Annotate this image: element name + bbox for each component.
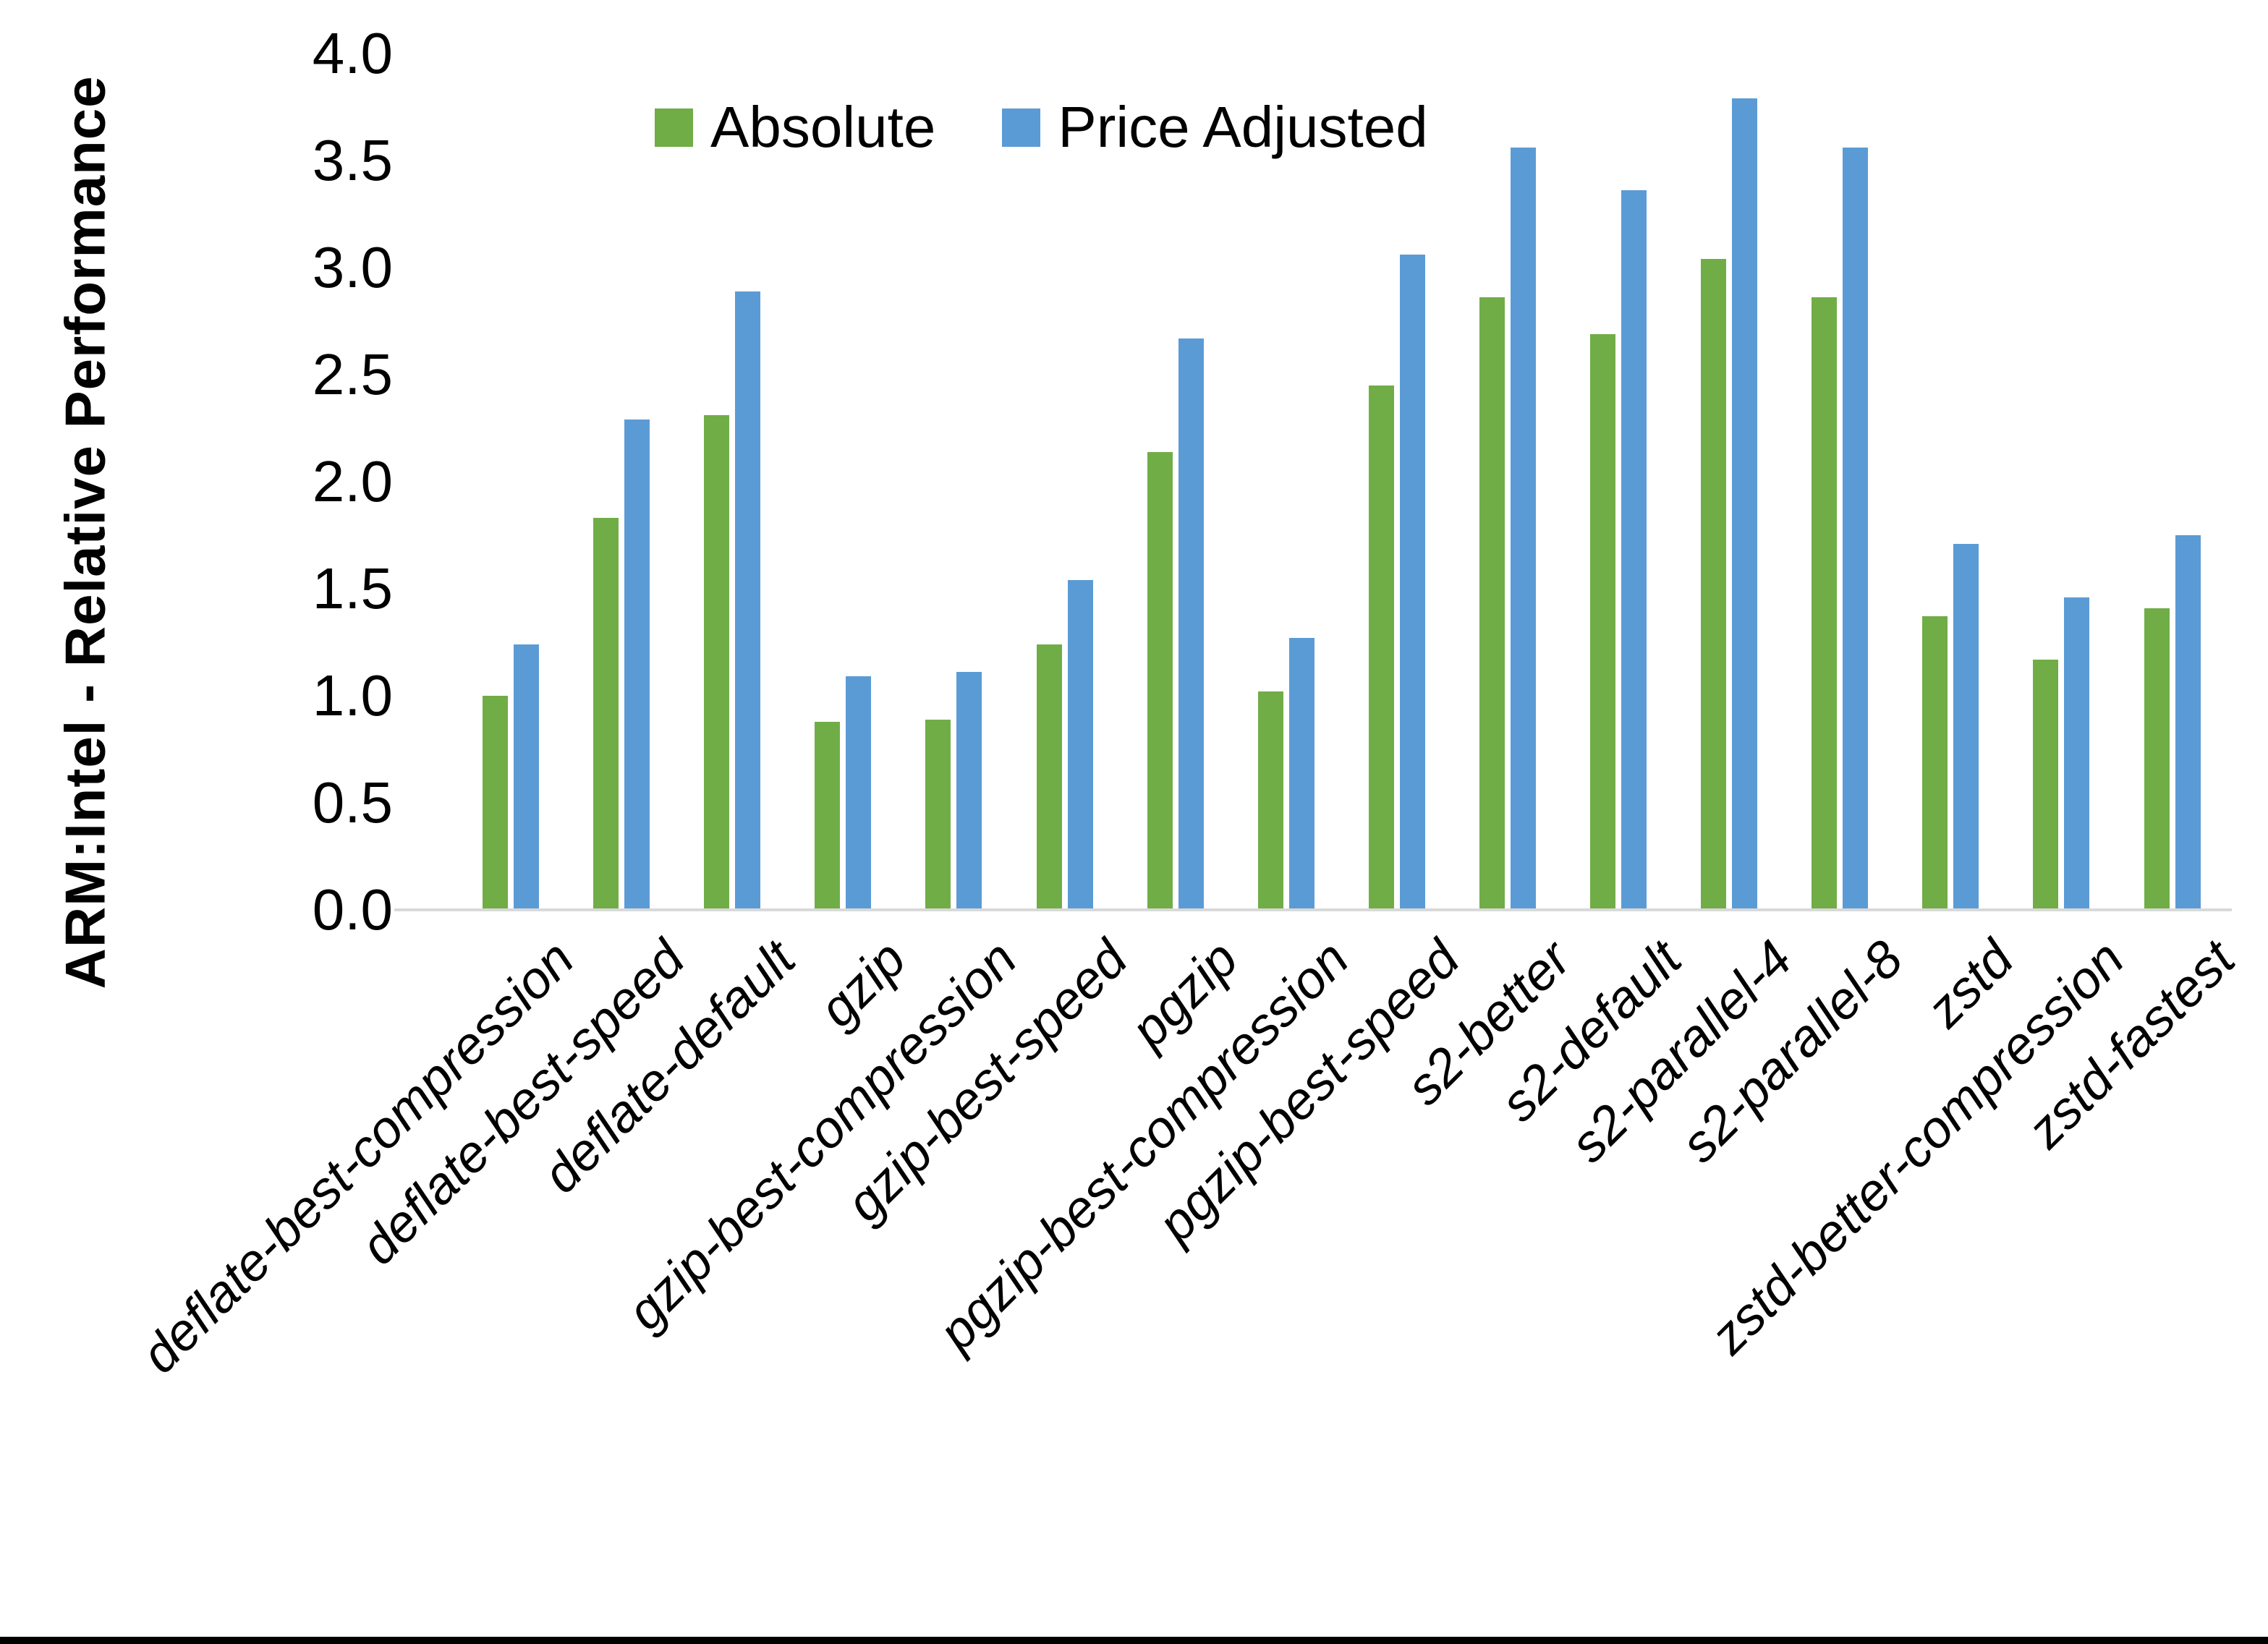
bar-absolute-zstd (1922, 616, 1948, 910)
legend-label: Absolute (710, 95, 936, 159)
bar-price-adjusted-zstd-fastest (2175, 535, 2201, 910)
legend-item-price-adjusted: Price Adjusted (1002, 94, 1428, 161)
bar-price-adjusted-pgzip-best-speed (1400, 255, 1425, 910)
bar-price-adjusted-s2-parallel-8 (1843, 148, 1868, 910)
y-tick-label-3.5: 3.5 (312, 128, 393, 192)
y-axis-title: ARM:Intel - Relative Performance (53, 75, 117, 989)
bar-absolute-gzip-best-compression (925, 720, 951, 910)
legend-label: Price Adjusted (1058, 95, 1428, 159)
bar-price-adjusted-deflate-default (735, 291, 760, 910)
x-axis-line (394, 908, 2232, 911)
legend-swatch-icon (655, 108, 693, 147)
bar-price-adjusted-pgzip-best-compression (1289, 638, 1314, 910)
bar-price-adjusted-zstd (1953, 544, 1979, 910)
bar-absolute-deflate-default (704, 415, 729, 910)
bar-absolute-pgzip (1147, 452, 1173, 910)
bar-absolute-s2-parallel-4 (1701, 259, 1726, 910)
bar-absolute-pgzip-best-compression (1258, 691, 1283, 910)
bar-price-adjusted-deflate-best-speed (624, 419, 650, 910)
bar-absolute-gzip-best-speed (1037, 644, 1062, 910)
bar-price-adjusted-deflate-best-compression (514, 644, 539, 910)
y-tick-label-0.0: 0.0 (312, 877, 393, 942)
bar-price-adjusted-gzip (846, 676, 871, 910)
bar-absolute-s2-parallel-8 (1812, 297, 1837, 910)
y-tick-label-1.5: 1.5 (312, 556, 393, 621)
bar-price-adjusted-pgzip (1178, 338, 1204, 910)
x-tick-label-deflate-best-compression: deflate-best-compression (130, 929, 585, 1384)
y-tick-label-3.0: 3.0 (312, 235, 393, 299)
bar-absolute-zstd-better-compression (2033, 660, 2058, 910)
bar-price-adjusted-s2-default (1621, 190, 1647, 910)
bar-price-adjusted-gzip-best-speed (1068, 580, 1093, 910)
bar-absolute-deflate-best-speed (593, 518, 619, 910)
bar-price-adjusted-gzip-best-compression (956, 672, 982, 910)
bar-absolute-pgzip-best-speed (1369, 386, 1394, 910)
y-tick-label-0.5: 0.5 (312, 770, 393, 835)
bar-absolute-deflate-best-compression (483, 696, 508, 910)
bar-absolute-gzip (815, 722, 840, 910)
bar-absolute-s2-default (1590, 334, 1615, 910)
legend-item-absolute: Absolute (655, 94, 935, 161)
y-tick-label-2.0: 2.0 (312, 449, 393, 514)
bottom-border-line (0, 1637, 2268, 1644)
y-tick-label-1.0: 1.0 (312, 663, 393, 728)
bar-absolute-s2-better (1479, 297, 1505, 910)
bar-price-adjusted-s2-better (1511, 148, 1536, 910)
legend-swatch-icon (1002, 108, 1041, 147)
bar-price-adjusted-s2-parallel-4 (1732, 98, 1757, 910)
bar-price-adjusted-zstd-better-compression (2064, 597, 2089, 910)
y-tick-label-2.5: 2.5 (312, 342, 393, 406)
bar-absolute-zstd-fastest (2144, 608, 2170, 910)
legend: Absolute Price Adjusted (655, 94, 1428, 161)
y-tick-label-4.0: 4.0 (312, 21, 393, 85)
